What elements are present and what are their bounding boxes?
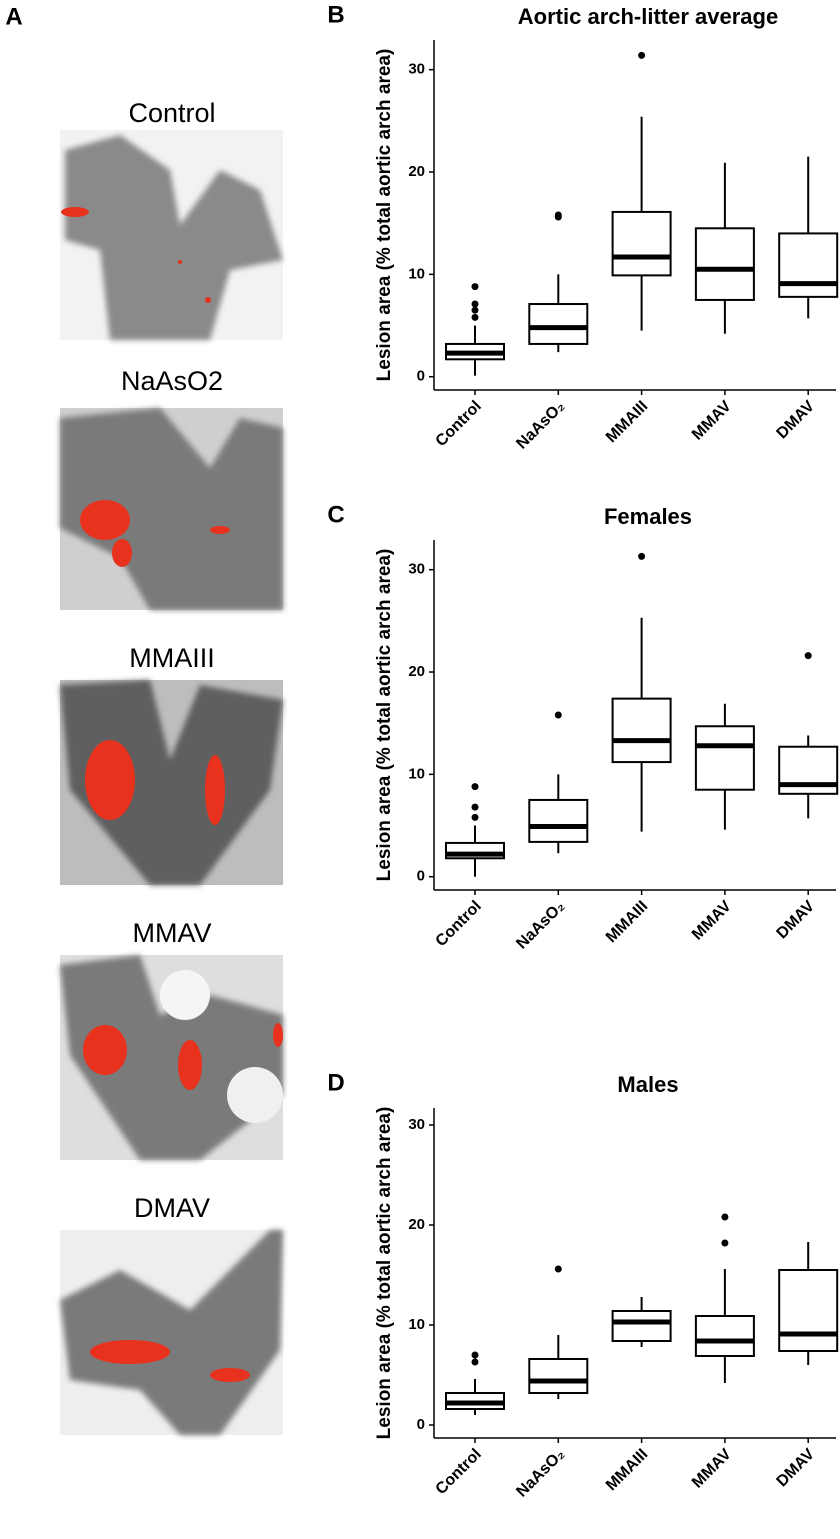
x-tick-label: MMAIII [603, 398, 651, 446]
photo [60, 680, 283, 885]
x-tick-label: MMAV [689, 1446, 735, 1492]
x-tick-label: DMAV [774, 898, 819, 943]
outlier [471, 283, 479, 291]
y-tick-label: 10 [408, 765, 425, 782]
x-tick-label: DMAV [774, 398, 819, 443]
box [778, 232, 839, 298]
panel-label: B [327, 1, 344, 28]
outlier [471, 313, 479, 321]
photo [60, 1230, 283, 1435]
outlier [471, 783, 479, 791]
outlier [471, 1358, 479, 1366]
y-tick-label: 20 [408, 663, 425, 680]
box [611, 210, 672, 277]
outlier [471, 803, 479, 811]
box [528, 1358, 589, 1394]
box [778, 1269, 839, 1352]
outlier [471, 1351, 479, 1359]
chart-title: Females [604, 504, 692, 529]
x-tick-label: NaAsO₂ [513, 898, 568, 953]
box [611, 1310, 672, 1342]
outlier [471, 813, 479, 821]
outlier [554, 1265, 562, 1273]
y-tick-label: 0 [417, 1416, 425, 1433]
outlier [471, 300, 479, 308]
image-panel [60, 130, 283, 1435]
photo [60, 955, 283, 1160]
box [528, 798, 589, 843]
y-tick-label: 0 [417, 368, 425, 385]
image-label: Control [128, 98, 215, 128]
image-label: DMAV [134, 1193, 210, 1223]
y-tick-label: 20 [408, 1216, 425, 1233]
image-label: MMAV [133, 918, 212, 948]
x-tick-label: Control [433, 398, 485, 450]
box [694, 227, 755, 301]
y-tick-label: 30 [408, 561, 425, 578]
y-axis-label: Lesion area (% total aortic arch area) [374, 1107, 395, 1440]
x-tick-label: Control [433, 1446, 485, 1498]
x-tick-label: MMAIII [603, 1446, 651, 1494]
photo [60, 408, 283, 610]
photo [60, 130, 283, 340]
outlier [638, 552, 646, 560]
outlier [554, 711, 562, 719]
box [528, 303, 589, 345]
y-tick-label: 30 [408, 61, 425, 78]
outlier [721, 1239, 729, 1247]
outlier [554, 213, 562, 221]
image-label: MMAIII [129, 643, 215, 673]
x-tick-label: NaAsO₂ [513, 1446, 568, 1501]
outlier [804, 652, 812, 660]
y-tick-label: 10 [408, 1316, 425, 1333]
y-axis-label: Lesion area (% total aortic arch area) [374, 549, 395, 882]
y-tick-label: 10 [408, 265, 425, 282]
chart-title: Males [617, 1072, 678, 1097]
outlier [721, 1213, 729, 1221]
x-tick-label: NaAsO₂ [513, 398, 568, 453]
y-tick-label: 0 [417, 868, 425, 885]
x-tick-label: Control [433, 898, 485, 950]
outlier [471, 306, 479, 314]
image-label: NaAsO2 [121, 366, 223, 396]
y-tick-label: 20 [408, 163, 425, 180]
box [694, 725, 755, 791]
outlier [638, 51, 646, 59]
panel-label: D [327, 1069, 344, 1096]
x-tick-label: MMAV [689, 398, 735, 444]
panel-label: C [327, 501, 344, 528]
box [694, 1315, 755, 1357]
box [611, 697, 672, 764]
chart-title: Aortic arch-litter average [518, 4, 778, 29]
x-tick-label: MMAIII [603, 898, 651, 946]
x-tick-label: DMAV [774, 1446, 819, 1491]
panel-label: A [5, 3, 22, 30]
x-tick-label: MMAV [689, 898, 735, 944]
y-tick-label: 30 [408, 1116, 425, 1133]
y-axis-label: Lesion area (% total aortic arch area) [374, 49, 395, 382]
